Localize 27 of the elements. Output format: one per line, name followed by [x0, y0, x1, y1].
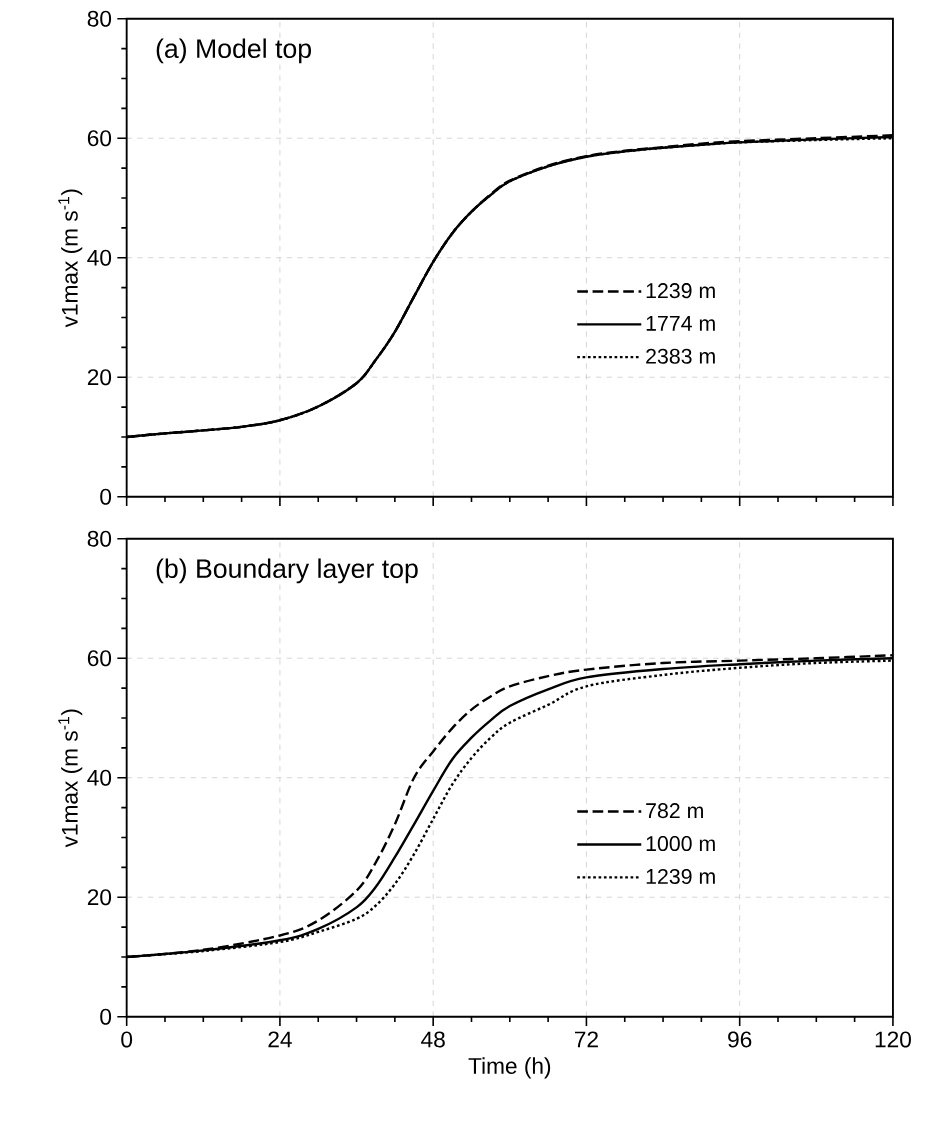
y-axis-title: v1max (m s$^{-1}$) [58, 189, 83, 328]
y-tick-label: 0 [100, 1008, 112, 1025]
x-tick-label: 24 [268, 1031, 292, 1048]
y-tick-label: 0 [100, 488, 112, 505]
legend-label: 782 m [646, 803, 703, 819]
y-tick-label: 80 [87, 530, 112, 547]
y-tick-label: 20 [87, 369, 112, 386]
text: (a) Model top [156, 38, 311, 64]
legend-label: 1239 m [646, 283, 715, 299]
y-axis-title: v1max (m s$^{-1}$) [58, 709, 83, 848]
y-tick-label: 60 [87, 650, 112, 667]
x-tick-label: 96 [728, 1031, 752, 1048]
x-tick-label: 48 [421, 1031, 445, 1048]
y-tick-label: 20 [87, 889, 112, 906]
legend-label: 1774 m [646, 316, 715, 331]
y-tick-label: 40 [87, 769, 112, 786]
text: (b) Boundary layer top [156, 558, 418, 584]
legend-label: 1000 m [646, 836, 715, 852]
x-tick-label: 0 [121, 1031, 133, 1048]
y-tick-label: 80 [87, 10, 112, 27]
y-tick-label: 60 [87, 130, 112, 147]
x-axis-title: Time (h) [468, 1057, 551, 1079]
legend-label: 2383 m [646, 348, 715, 364]
y-tick-label: 40 [87, 249, 112, 266]
x-tick-label: 72 [574, 1031, 598, 1048]
legend-label: 1239 m [646, 868, 715, 885]
x-tick-label: 120 [875, 1031, 911, 1048]
